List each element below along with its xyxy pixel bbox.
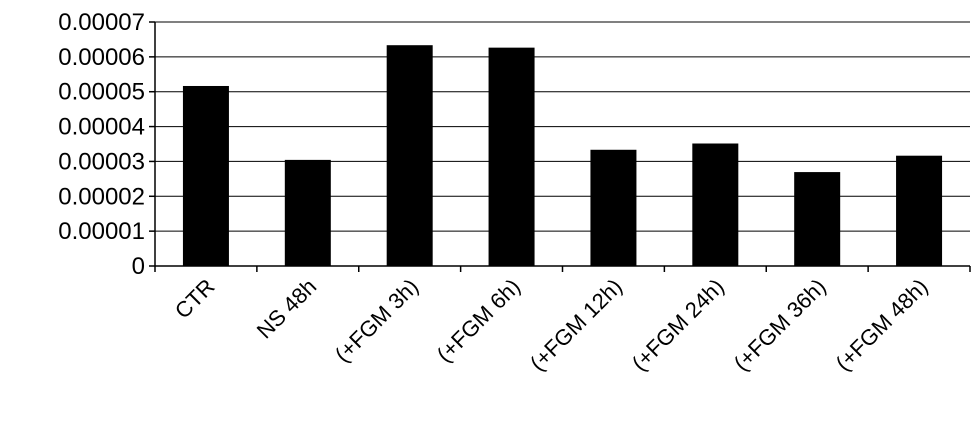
gridlines bbox=[155, 21, 970, 232]
x-category-label: (+FGM 36h) bbox=[729, 274, 831, 376]
x-category-labels: CTR NS 48h (+FGM 3h) (+FGM 6h) (+FGM 12h) (+F… bbox=[170, 274, 933, 376]
y-tick-label: 0.00004 bbox=[58, 114, 145, 141]
x-category-label: NS 48h bbox=[252, 274, 322, 344]
x-category-label: CTR bbox=[170, 274, 220, 324]
bars bbox=[182, 45, 943, 267]
bar bbox=[182, 85, 229, 267]
y-tick-label: 0.00005 bbox=[58, 79, 145, 106]
bar bbox=[896, 155, 943, 267]
axes bbox=[149, 21, 971, 272]
y-tick-label: 0 bbox=[132, 253, 145, 280]
x-category-label: (+FGM 12h) bbox=[525, 274, 627, 376]
x-category-label: (+FGM 24h) bbox=[627, 274, 729, 376]
bar bbox=[590, 149, 637, 267]
bar bbox=[692, 143, 739, 267]
y-tick-label: 0.00001 bbox=[58, 218, 145, 245]
y-tick-label: 0.00003 bbox=[58, 148, 145, 175]
y-tick-label: 0.00002 bbox=[58, 183, 145, 210]
x-category-label: (+FGM 48h) bbox=[831, 274, 933, 376]
x-category-label: (+FGM 6h) bbox=[432, 274, 525, 367]
y-tick-label: 0.00007 bbox=[58, 9, 145, 36]
y-tick-labels: 0.00007 0.00006 0.00005 0.00004 0.00003 0.000… bbox=[58, 9, 145, 280]
bar bbox=[794, 172, 841, 267]
x-category-label: (+FGM 3h) bbox=[330, 274, 423, 367]
bar bbox=[386, 45, 433, 267]
bar bbox=[488, 47, 535, 267]
bar bbox=[284, 159, 331, 267]
y-tick-label: 0.00006 bbox=[58, 44, 145, 71]
